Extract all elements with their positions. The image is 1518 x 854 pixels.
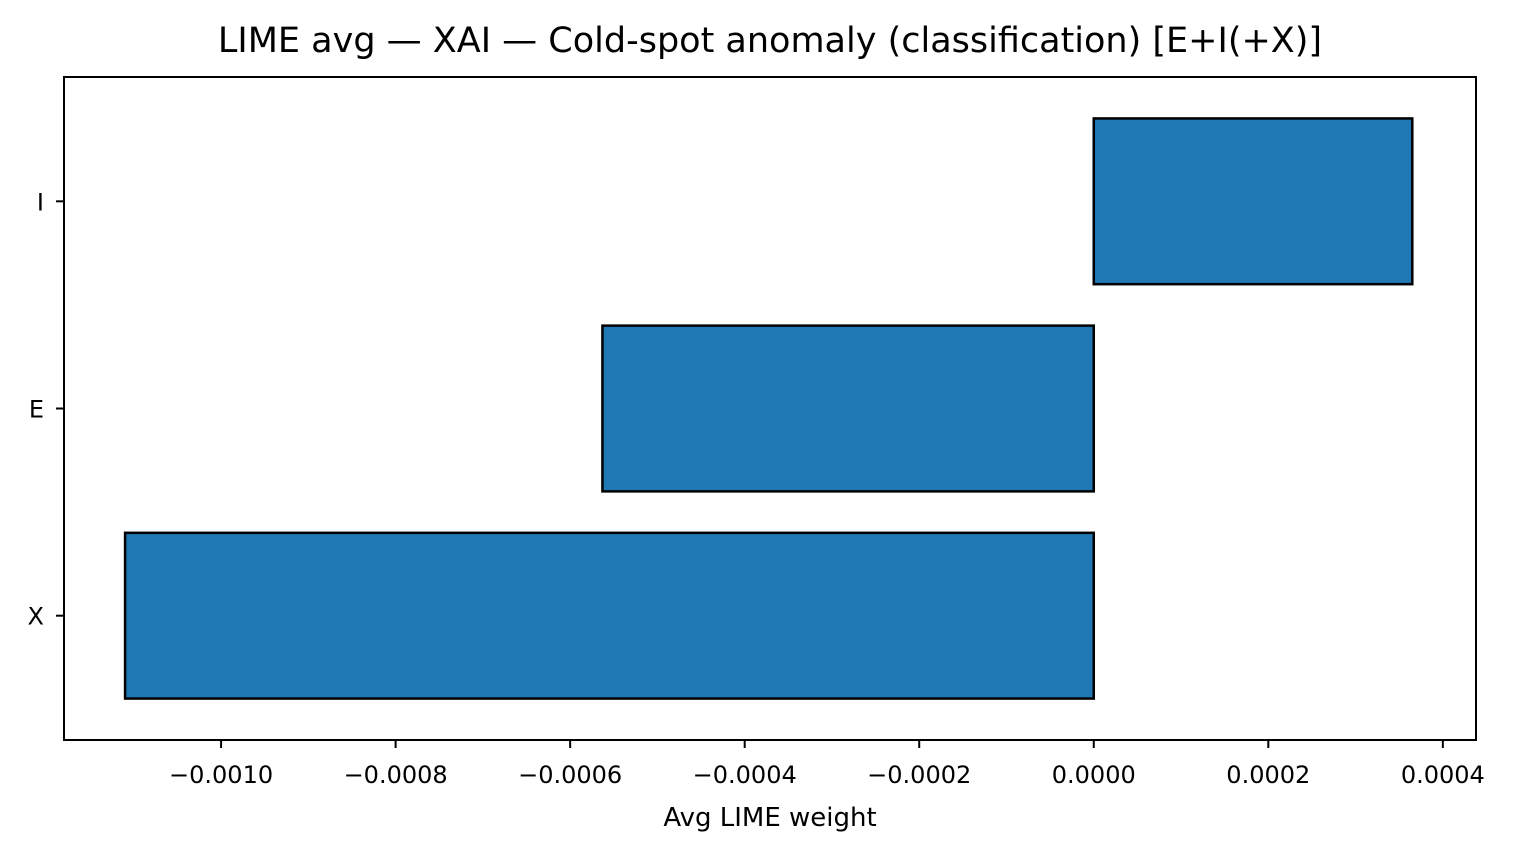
x-tick-label: −0.0004 — [693, 761, 797, 789]
bar-X — [123, 531, 1096, 700]
y-tick-label-E: E — [29, 396, 44, 424]
y-axis-ticks: I E X — [28, 188, 64, 631]
x-tick-label: −0.0010 — [169, 761, 273, 789]
x-tick-label: −0.0008 — [344, 761, 448, 789]
x-tick-label: 0.0000 — [1052, 761, 1136, 789]
chart-title: LIME avg — XAI — Cold-spot anomaly (clas… — [218, 21, 1322, 61]
bar-I — [1092, 117, 1414, 286]
bar-E — [601, 324, 1096, 493]
x-axis-label: Avg LIME weight — [663, 803, 876, 833]
x-tick-label: −0.0006 — [518, 761, 622, 789]
x-tick-label: 0.0002 — [1226, 761, 1310, 789]
y-tick-label-X: X — [28, 603, 44, 631]
bars-layer — [123, 117, 1414, 700]
y-tick-label-I: I — [37, 188, 44, 216]
x-tick-label: −0.0002 — [867, 761, 971, 789]
x-tick-label: 0.0004 — [1401, 761, 1485, 789]
x-axis-ticks: −0.0010 −0.0008 −0.0006 −0.0004 −0.0002 0.000… — [169, 740, 1485, 789]
